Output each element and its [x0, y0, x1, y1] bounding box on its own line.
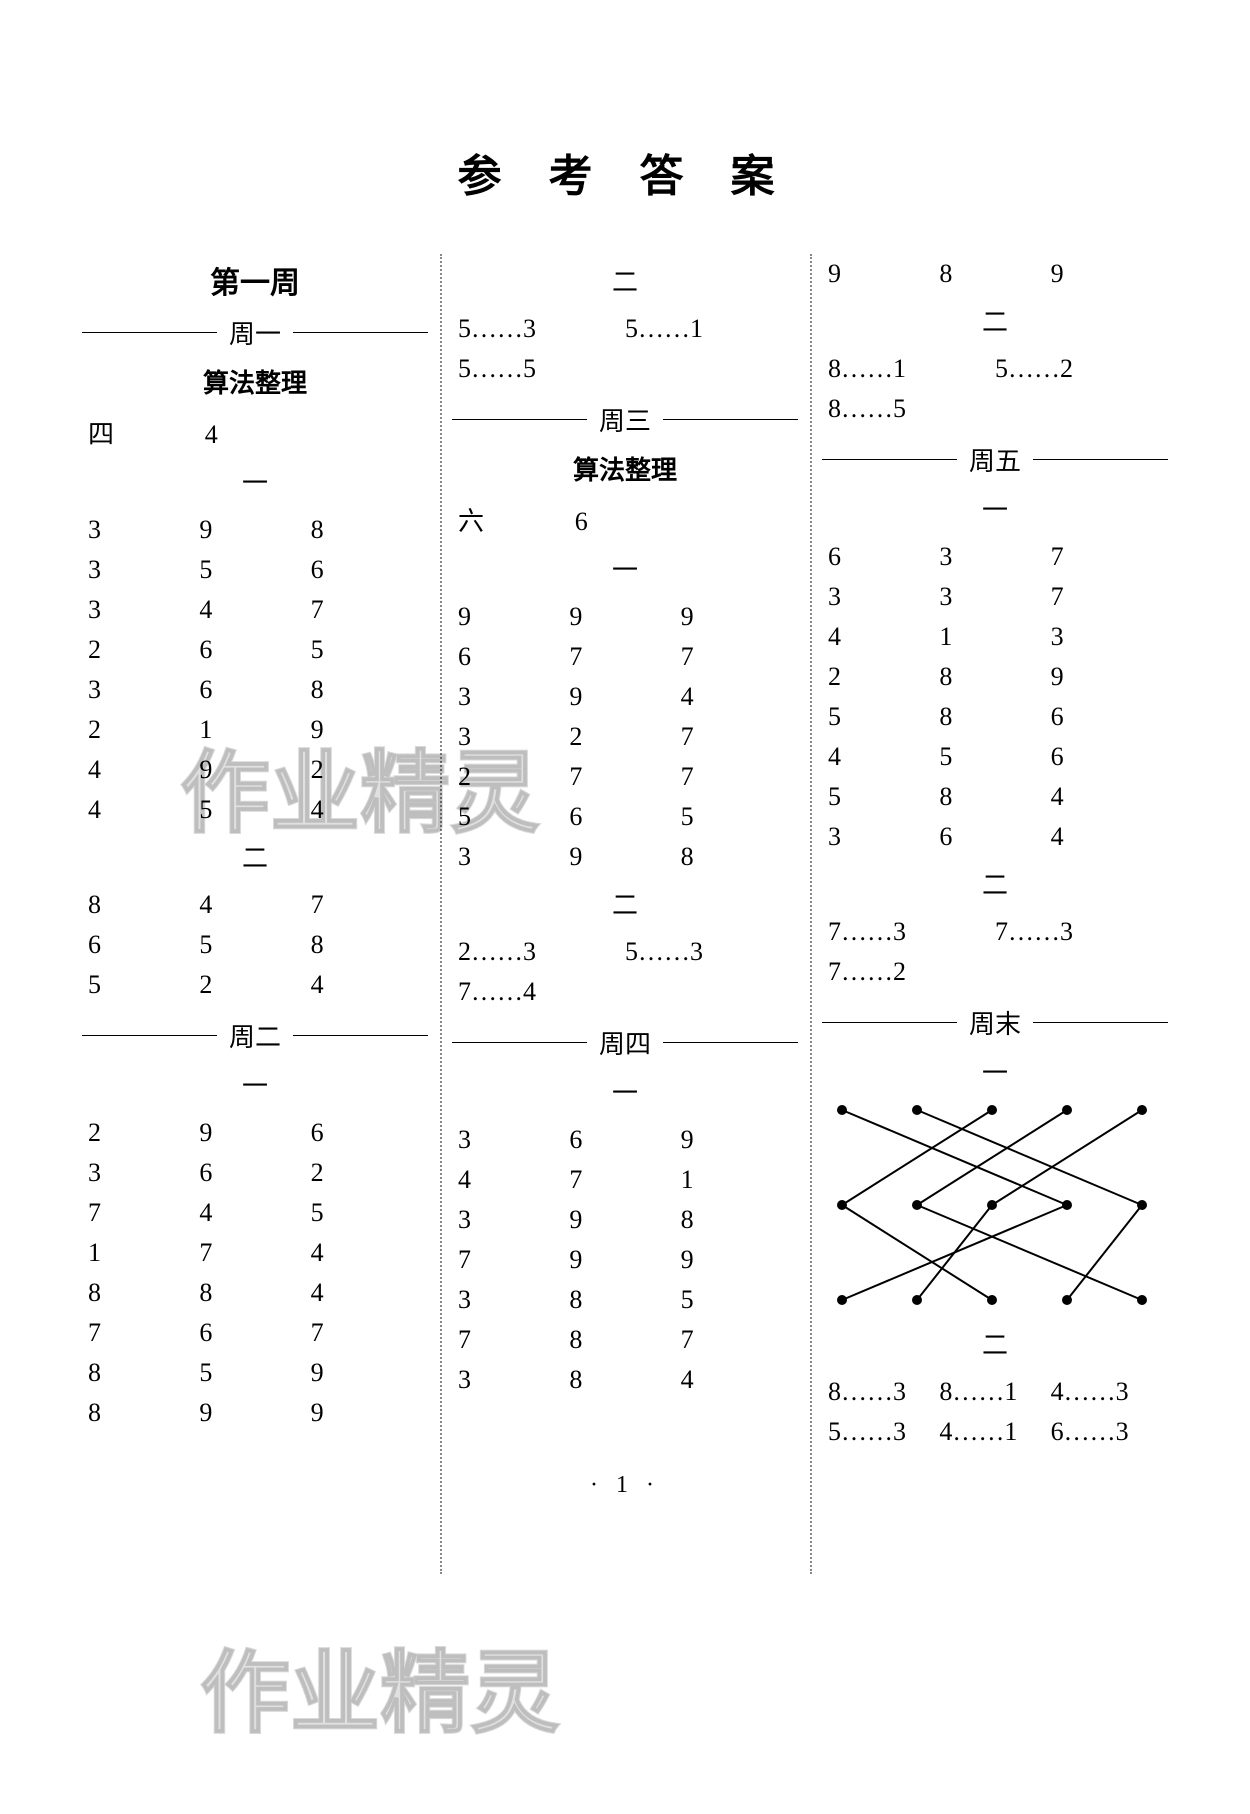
table-row: 347 — [82, 590, 428, 630]
day-5-divider: 周五 — [822, 441, 1168, 478]
table-row: 454 — [82, 790, 428, 830]
table-row: 471 — [452, 1160, 798, 1200]
pair-row: 7……4- — [452, 972, 798, 1012]
pair-row: 2……35……3 — [452, 932, 798, 972]
day-4-divider: 周四 — [452, 1024, 798, 1061]
weekend-sec2-head: 二 — [822, 1325, 1168, 1362]
weekend-sec1-head: 一 — [822, 1053, 1168, 1090]
day-1-sec2-head: 二 — [82, 838, 428, 875]
table-row: 337 — [822, 577, 1168, 617]
table-row: 456 — [822, 737, 1168, 777]
table-row: 5……34……16……3 — [822, 1412, 1168, 1452]
weekend-divider: 周末 — [822, 1004, 1168, 1041]
matching-diagram — [822, 1100, 1168, 1315]
day-1-sec1-grid: 398356347265368219492454 — [82, 510, 428, 830]
col-divider-1 — [440, 254, 442, 1574]
watermark-2: 作业精灵 — [200, 1620, 560, 1750]
day-1-sec2-grid: 847658524 — [82, 885, 428, 1005]
day-2-sec1-head: 一 — [82, 1066, 428, 1103]
page-number: · 1 · — [70, 1472, 1180, 1499]
day-2-divider: 周二 — [82, 1017, 428, 1054]
table-row: 847 — [82, 885, 428, 925]
table-row: 364 — [822, 817, 1168, 857]
table-row: 745 — [82, 1193, 428, 1233]
day-3-sec1-grid: 999677394327277565398 — [452, 597, 798, 877]
table-row: 398 — [82, 510, 428, 550]
table-row: 999 — [452, 597, 798, 637]
table-row: 524 — [82, 965, 428, 1005]
pair-row: 8……5- — [822, 389, 1168, 429]
col3-top-head: 二 — [822, 302, 1168, 339]
day-3-sec2-head: 二 — [452, 885, 798, 922]
table-row: 174 — [82, 1233, 428, 1273]
weekend-sec2-grid: 8……38……14……35……34……16……3 — [822, 1372, 1168, 1452]
table-row: 277 — [452, 757, 798, 797]
col2-top-pairs: 5……35……15……5- — [452, 309, 798, 389]
day-4-sec1-head: 一 — [452, 1073, 798, 1110]
table-row: 289 — [822, 657, 1168, 697]
col3-top-pairs: 8……15……28……5- — [822, 349, 1168, 429]
page: 参 考 答 案 第一周 周一 算法整理 四 4 一 39835634726536… — [0, 0, 1250, 1539]
column-2: 二 5……35……15……5- 周三 算法整理 六 6 一 9996773943… — [440, 254, 810, 1452]
table-row: 265 — [82, 630, 428, 670]
day-5-sec1-grid: 637337413289586456584364 — [822, 537, 1168, 857]
day-1-sub: 算法整理 — [82, 363, 428, 400]
table-row: 368 — [82, 670, 428, 710]
col3-top-row: 9 8 9 — [822, 254, 1168, 294]
day-3-sub: 算法整理 — [452, 450, 798, 487]
table-row: 356 — [82, 550, 428, 590]
day-1-divider: 周一 — [82, 314, 428, 351]
column-3: 9 8 9 二 8……15……28……5- 周五 一 6373374132895… — [810, 254, 1180, 1452]
table-row: 586 — [822, 697, 1168, 737]
table-row: 413 — [822, 617, 1168, 657]
day-2-sec1-grid: 296362745174884767859899 — [82, 1113, 428, 1433]
table-row: 884 — [82, 1273, 428, 1313]
pair-row: 7……2- — [822, 952, 1168, 992]
table-row: 565 — [452, 797, 798, 837]
table-row: 767 — [82, 1313, 428, 1353]
day-4-sec1-grid: 369471398799385787384 — [452, 1120, 798, 1400]
table-row: 394 — [452, 677, 798, 717]
pair-row: 7……37……3 — [822, 912, 1168, 952]
table-row: 369 — [452, 1120, 798, 1160]
day-5-sec1-head: 一 — [822, 490, 1168, 527]
table-row: 787 — [452, 1320, 798, 1360]
table-row: 219 — [82, 710, 428, 750]
table-row: 584 — [822, 777, 1168, 817]
day-1-sec1-head: 一 — [82, 463, 428, 500]
day-3-sec2-pairs: 2……35……37……4- — [452, 932, 798, 1012]
day-1-line1: 四 4 — [82, 410, 428, 455]
day-3-line1: 六 6 — [452, 497, 798, 542]
table-row: 899 — [82, 1393, 428, 1433]
table-row: 637 — [822, 537, 1168, 577]
table-row: 658 — [82, 925, 428, 965]
day-5-sec2-pairs: 7……37……37……2- — [822, 912, 1168, 992]
column-1: 第一周 周一 算法整理 四 4 一 3983563472653682194924… — [70, 254, 440, 1452]
table-row: 799 — [452, 1240, 798, 1280]
table-row: 327 — [452, 717, 798, 757]
pair-row: 8……15……2 — [822, 349, 1168, 389]
table-row: 385 — [452, 1280, 798, 1320]
col-divider-2 — [810, 254, 812, 1574]
table-row: 398 — [452, 837, 798, 877]
table-row: 859 — [82, 1353, 428, 1393]
table-row: 492 — [82, 750, 428, 790]
week-1-title: 第一周 — [82, 258, 428, 302]
table-row: 296 — [82, 1113, 428, 1153]
table-row: 362 — [82, 1153, 428, 1193]
page-title: 参 考 答 案 — [70, 140, 1180, 204]
day-3-divider: 周三 — [452, 401, 798, 438]
content-columns: 第一周 周一 算法整理 四 4 一 3983563472653682194924… — [70, 254, 1180, 1452]
table-row: 8……38……14……3 — [822, 1372, 1168, 1412]
col2-top-head: 二 — [452, 262, 798, 299]
table-row: 398 — [452, 1200, 798, 1240]
pair-row: 5……35……1 — [452, 309, 798, 349]
pair-row: 5……5- — [452, 349, 798, 389]
matching-diagram-svg — [822, 1100, 1162, 1310]
day-5-sec2-head: 二 — [822, 865, 1168, 902]
table-row: 384 — [452, 1360, 798, 1400]
day-3-sec1-head: 一 — [452, 550, 798, 587]
table-row: 677 — [452, 637, 798, 677]
